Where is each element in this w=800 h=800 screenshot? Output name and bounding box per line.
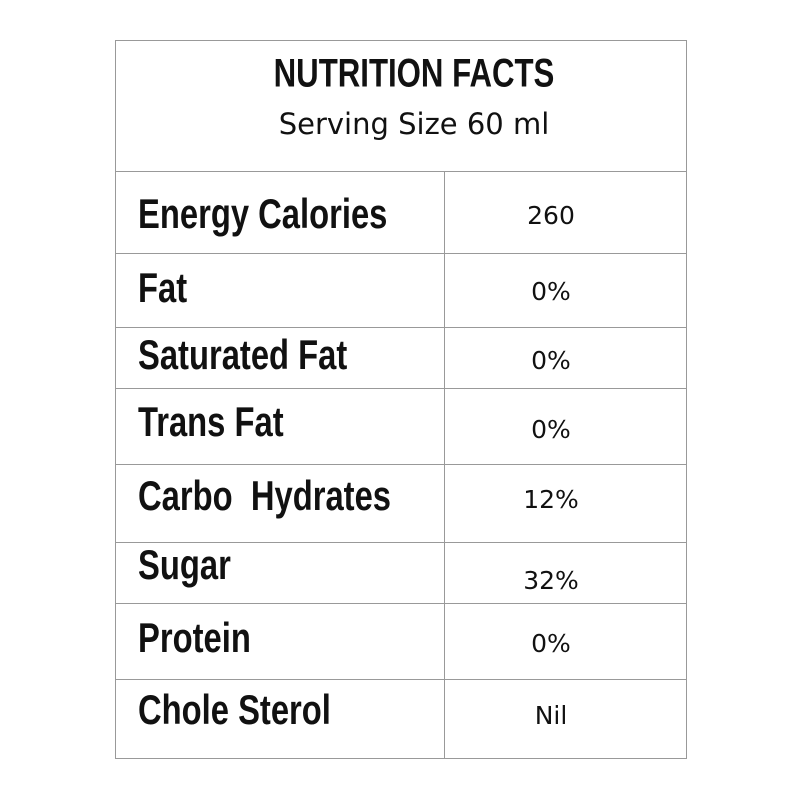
row-value: 0%: [531, 346, 571, 375]
title: NUTRITION FACTS: [274, 51, 555, 96]
row-value: 12%: [523, 485, 579, 514]
row-value: 0%: [531, 277, 571, 306]
row-value: Nil: [535, 701, 568, 730]
row-label: Protein: [138, 614, 251, 661]
row-value: 0%: [531, 415, 571, 444]
row-label: Fat: [138, 264, 188, 311]
row-label: Trans Fat: [138, 398, 284, 445]
row-label: Sugar: [138, 541, 231, 588]
row-value: 32%: [523, 566, 579, 595]
row-value: 0%: [531, 629, 571, 658]
outer-border: [115, 40, 687, 759]
row-value: 260: [527, 201, 575, 230]
row-label: Energy Calories: [138, 190, 387, 237]
row-label: Carbo Hydrates: [138, 472, 391, 519]
subtitle: Serving Size 60 ml: [279, 107, 550, 141]
row-label: Saturated Fat: [138, 331, 348, 378]
row-label: Chole Sterol: [138, 686, 331, 733]
